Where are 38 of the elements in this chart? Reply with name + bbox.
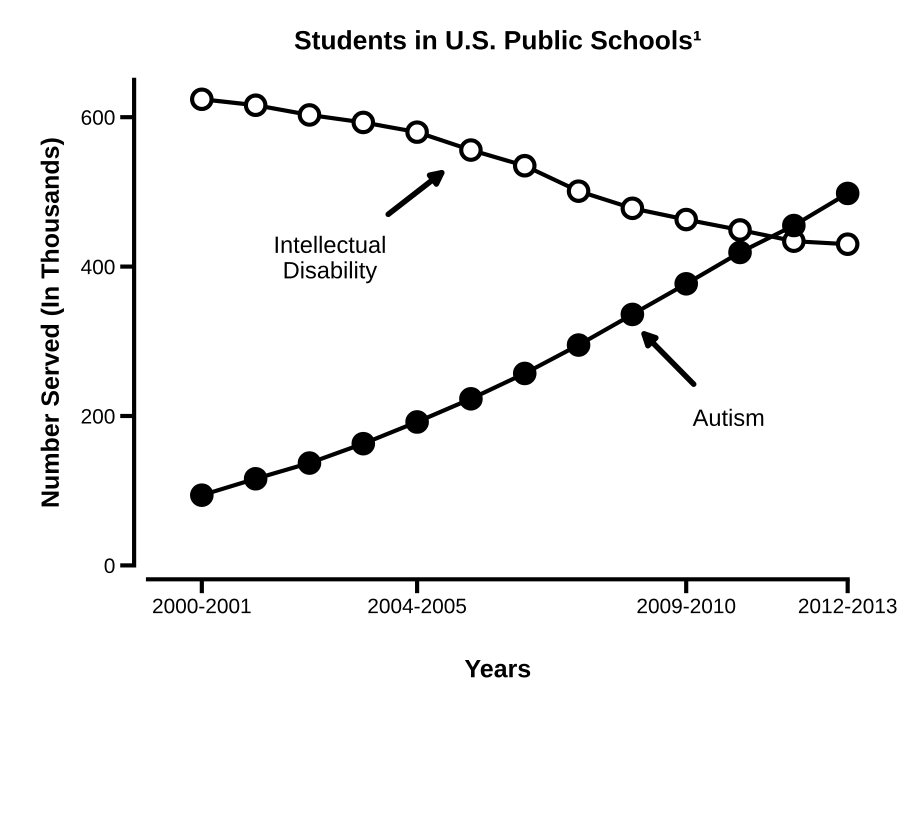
- point: [512, 362, 537, 386]
- point: [620, 302, 644, 326]
- point: [836, 232, 860, 256]
- point: [728, 240, 752, 264]
- x-tick-label: 2012-2013: [798, 598, 897, 614]
- point: [459, 387, 483, 411]
- annotation: Autism: [692, 408, 764, 426]
- point: [620, 196, 644, 220]
- x-tick-label: 2004-2005: [368, 598, 466, 614]
- point: [244, 93, 268, 118]
- point: [674, 272, 698, 296]
- point: [674, 208, 698, 232]
- y-axis-title: Number Served (In Thousands): [40, 138, 64, 506]
- chart-title: Students in U.S. Public Schools¹: [294, 30, 701, 50]
- y-tick-label: 200: [82, 408, 115, 424]
- point: [728, 218, 752, 242]
- point: [405, 410, 429, 434]
- point: [459, 138, 483, 162]
- x-tick-label: 2009-2010: [637, 598, 736, 614]
- point: [512, 154, 537, 178]
- point: [244, 466, 268, 491]
- point: [566, 333, 590, 357]
- point: [298, 451, 322, 475]
- point: [190, 483, 214, 507]
- x-axis-title: Years: [464, 660, 530, 678]
- y-tick-label: 0: [104, 558, 115, 574]
- annotation: Intellectual Disability: [276, 236, 385, 284]
- point: [405, 120, 429, 144]
- point: [351, 432, 376, 456]
- point: [190, 87, 214, 112]
- x-tick-label: 2000-2001: [153, 598, 251, 614]
- point: [298, 103, 322, 127]
- point: [566, 179, 590, 203]
- point: [351, 110, 376, 134]
- point: [782, 214, 806, 238]
- point: [836, 182, 860, 206]
- y-tick-label: 400: [81, 260, 115, 274]
- y-tick-label: 600: [82, 110, 115, 125]
